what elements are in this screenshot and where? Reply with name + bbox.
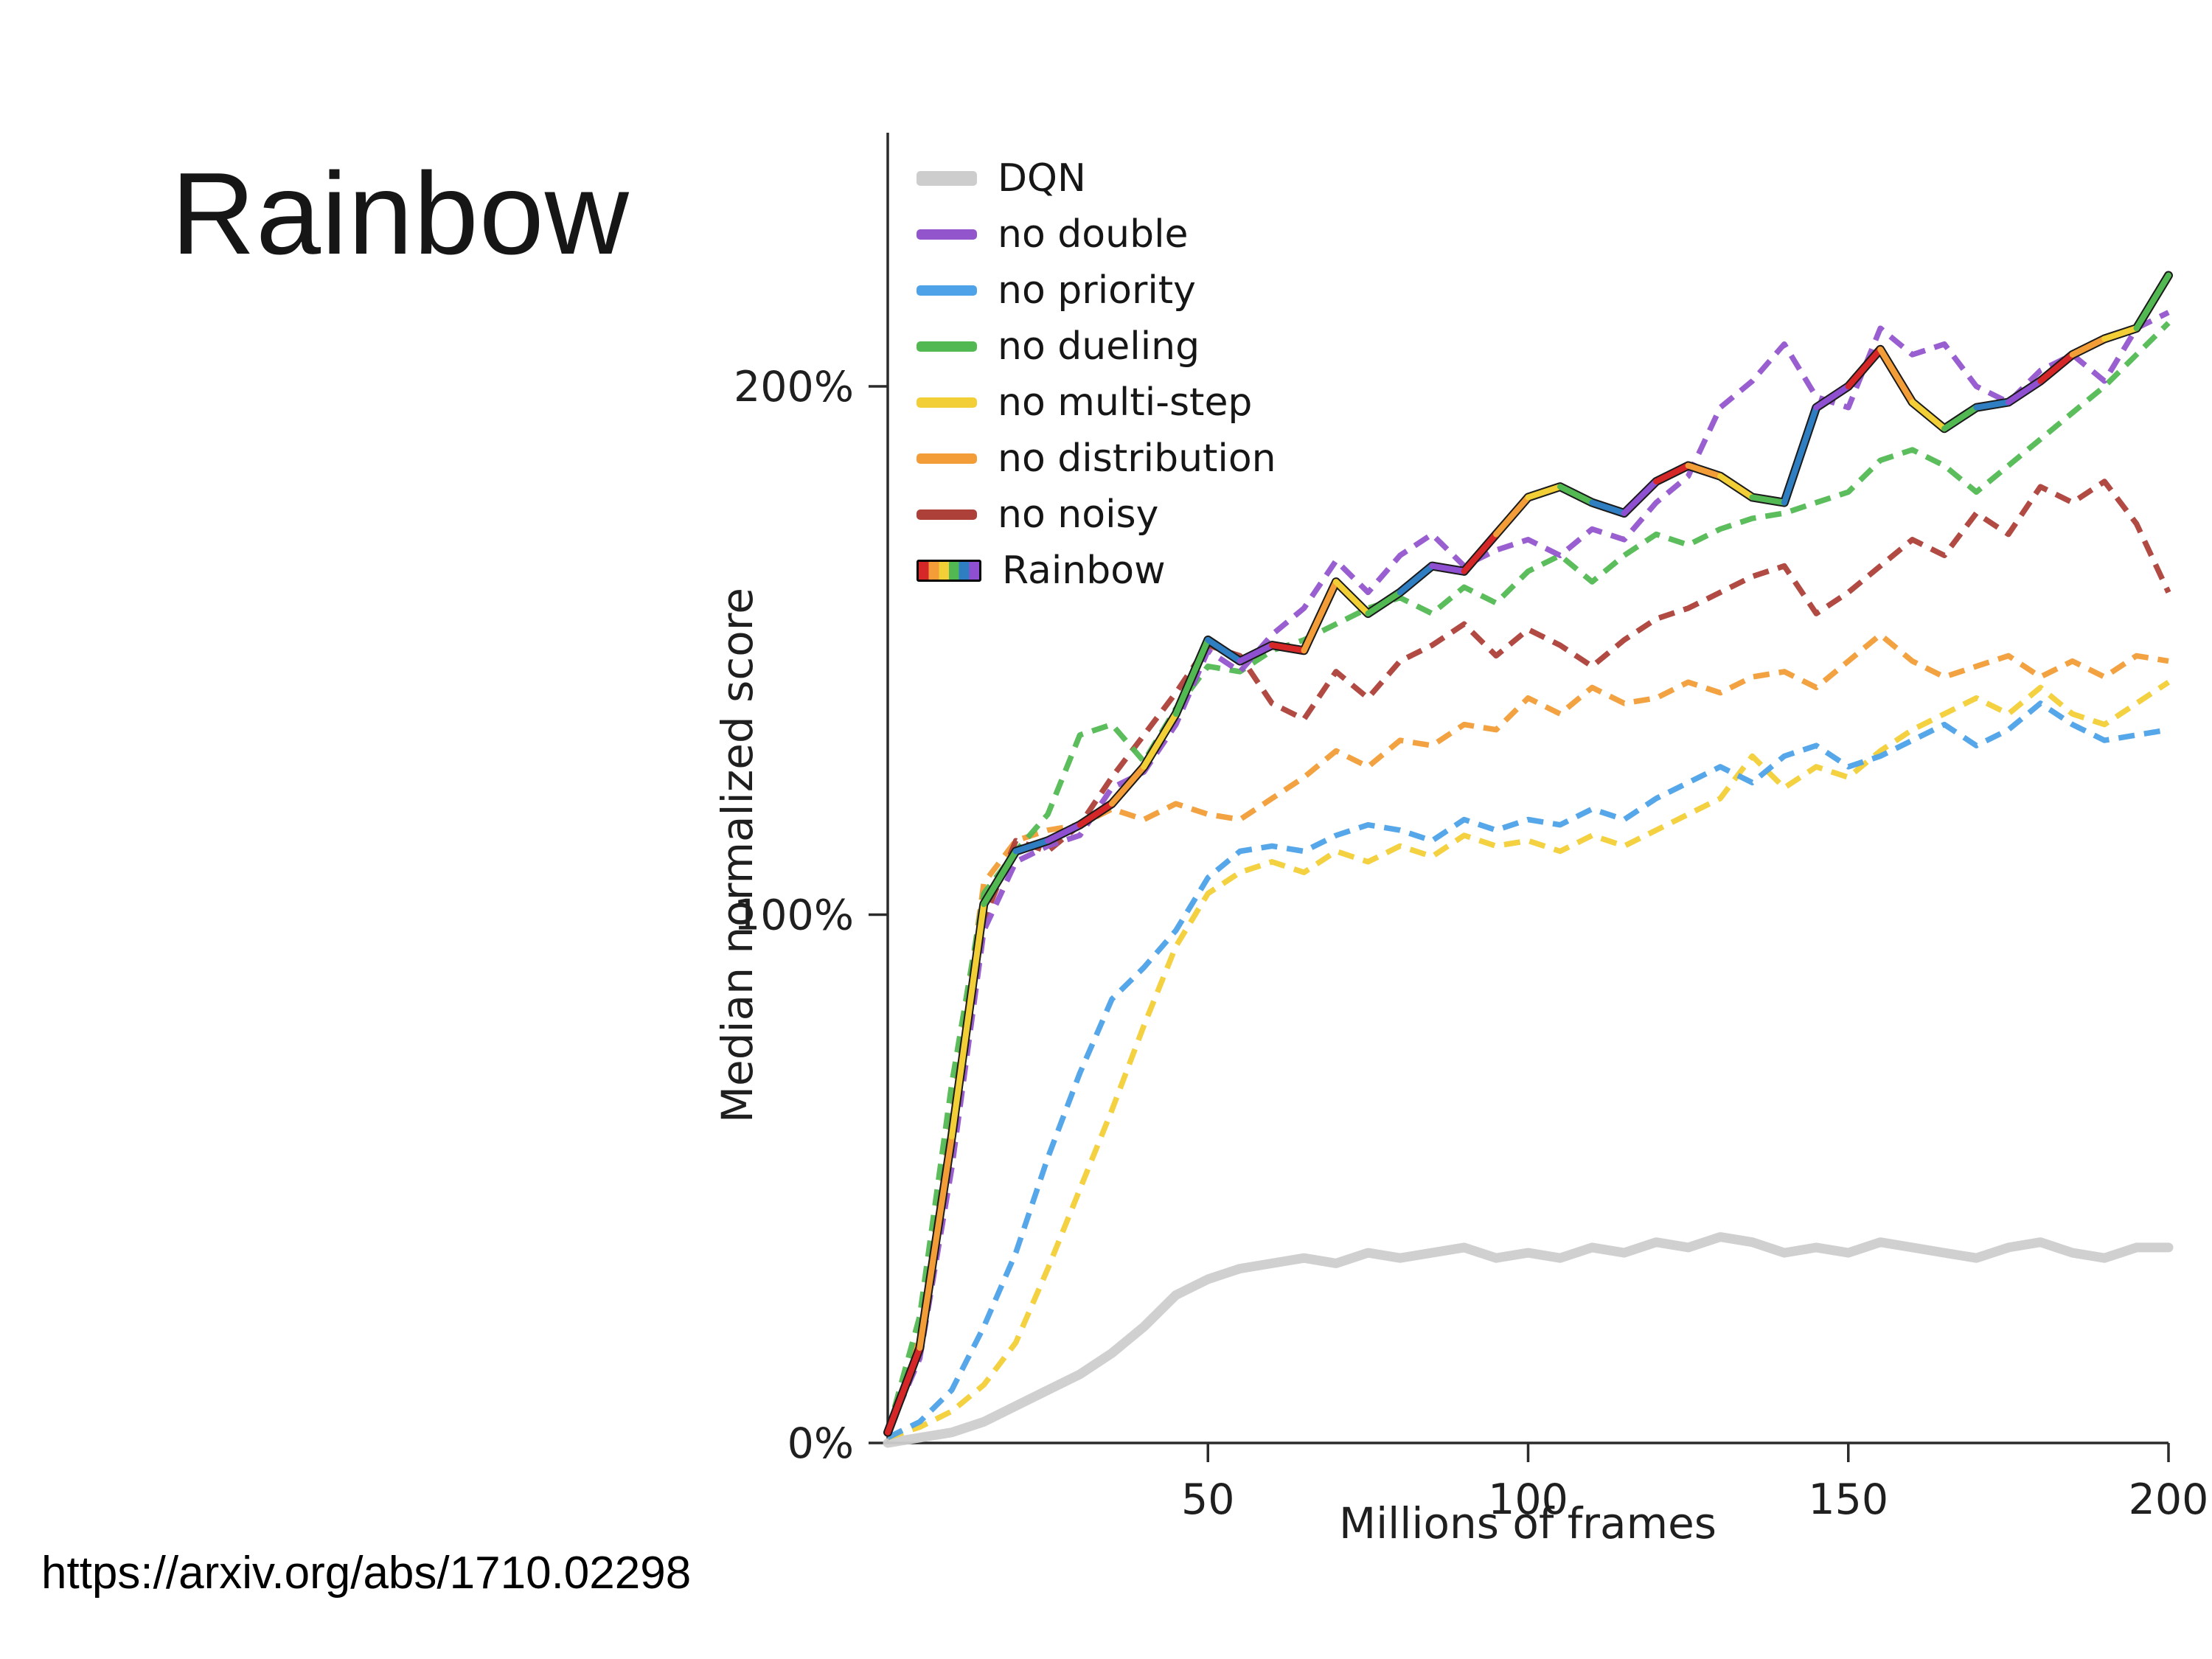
x-tick-label-100: 100 <box>1488 1475 1568 1524</box>
legend-swatch-no-priority <box>917 285 977 296</box>
x-tick-label-150: 150 <box>1808 1475 1888 1524</box>
series-line-rainbow-segment <box>1525 484 1563 501</box>
legend-label-no-priority: no priority <box>998 268 1196 313</box>
series-line-rainbow-segment <box>1205 636 1243 664</box>
legend-swatch-no-double <box>917 229 977 240</box>
series-line-rainbow-segment <box>981 848 1019 908</box>
y-tick-label-0-: 0% <box>787 1419 854 1468</box>
legend-label-rainbow: Rainbow <box>1002 549 1166 593</box>
series-line-rainbow-segment <box>2101 325 2140 342</box>
series-line-rainbow-segment <box>1237 642 1276 664</box>
series-line-rainbow-segment <box>1269 642 1307 654</box>
series-line-rainbow-segment <box>1172 636 1211 717</box>
legend-swatch-no-dueling <box>917 341 977 352</box>
series-line-rainbow-segment <box>1781 404 1820 506</box>
series-line-rainbow-segment <box>1909 399 1948 432</box>
series-line-rainbow-segment <box>1845 346 1884 389</box>
series-line-no-multi-step <box>886 680 2171 1441</box>
legend-label-no-noisy: no noisy <box>998 493 1159 537</box>
legend-swatch-no-noisy <box>917 509 977 520</box>
series-line-no-dueling <box>885 321 2171 1433</box>
series-line-rainbow-segment <box>1365 589 1403 617</box>
legend-item-no-noisy: no noisy <box>917 493 1276 537</box>
series-line-rainbow-segment <box>948 901 987 1140</box>
legend-label-no-dueling: no dueling <box>998 324 1200 369</box>
legend-item-rainbow: Rainbow <box>917 549 1276 593</box>
series-line-no-distribution <box>885 632 2169 1433</box>
legend-swatch-no-distribution <box>917 453 977 464</box>
series-line-rainbow-segment <box>2037 352 2076 384</box>
series-line-rainbow-segment <box>1653 462 1691 484</box>
series-line-rainbow-segment <box>1077 801 1115 828</box>
y-tick-label-200-: 200% <box>734 363 854 411</box>
series-line-rainbow-segment <box>1877 346 1916 406</box>
legend-label-no-multi-step: no multi-step <box>998 380 1253 425</box>
legend-item-dqn: DQN <box>917 156 1276 201</box>
legend-label-no-distribution: no distribution <box>998 437 1276 481</box>
legend-item-no-distribution: no distribution <box>917 437 1276 481</box>
legend-swatch-no-multi-step <box>917 397 977 408</box>
x-tick-label-200: 200 <box>2129 1475 2209 1524</box>
series-line-rainbow-segment <box>1493 494 1531 538</box>
series-line-rainbow-segment <box>1301 579 1339 654</box>
series-line-no-double <box>885 310 2170 1434</box>
series-line-rainbow-segment <box>1012 838 1051 855</box>
x-axis-label: Millions of frames <box>1339 1498 1717 1548</box>
series-line-rainbow-segment <box>1749 494 1787 506</box>
legend-swatch-dqn <box>917 171 977 186</box>
y-tick-label-100-: 100% <box>734 891 854 940</box>
series-line-rainbow-segment <box>2133 272 2171 332</box>
series-line-rainbow-segment <box>1108 763 1147 807</box>
legend-label-no-double: no double <box>998 212 1189 257</box>
series-line-rainbow-segment <box>1397 563 1436 596</box>
series-line-rainbow-segment <box>1461 531 1500 574</box>
source-url-link[interactable]: https://arxiv.org/abs/1710.02298 <box>41 1548 692 1599</box>
series-line-rainbow-segment <box>1685 462 1724 479</box>
series-line-no-noisy <box>885 479 2171 1434</box>
chart-legend: DQN no double no priority no dueling no mult… <box>917 156 1276 593</box>
series-line-rainbow-segment <box>2069 335 2108 358</box>
series-line-rainbow-segment <box>1332 579 1371 617</box>
y-axis-label: Median normalized score <box>712 588 762 1123</box>
legend-item-no-double: no double <box>917 212 1276 257</box>
x-tick-label-50: 50 <box>1181 1475 1235 1524</box>
series-line-rainbow-segment <box>1717 473 1756 501</box>
legend-label-dqn: DQN <box>998 156 1086 201</box>
legend-item-no-multi-step: no multi-step <box>917 380 1276 425</box>
series-line-rainbow-segment <box>885 1345 923 1436</box>
legend-item-no-priority: no priority <box>917 268 1276 313</box>
series-line-rainbow-segment <box>2005 378 2044 406</box>
series-line-rainbow-segment <box>1429 563 1467 574</box>
series-line-rainbow-segment <box>1941 404 1980 432</box>
series-line-rainbow-segment <box>1621 478 1660 516</box>
series-line-rainbow-segment <box>1973 399 2011 411</box>
series-line-rainbow-segment <box>1141 711 1179 770</box>
series-line-rainbow-segment <box>1813 383 1851 411</box>
page-title: Rainbow <box>171 149 630 279</box>
series-line-rainbow-segment <box>1045 821 1083 844</box>
series-line-rainbow-segment <box>1557 484 1596 506</box>
series-line-rainbow-segment <box>917 1133 955 1352</box>
series-line-no-priority <box>886 700 2169 1441</box>
series-line-rainbow-segment <box>1589 499 1627 516</box>
legend-item-no-dueling: no dueling <box>917 324 1276 369</box>
legend-swatch-rainbow <box>917 560 981 582</box>
series-line-dqn <box>883 1232 2174 1448</box>
